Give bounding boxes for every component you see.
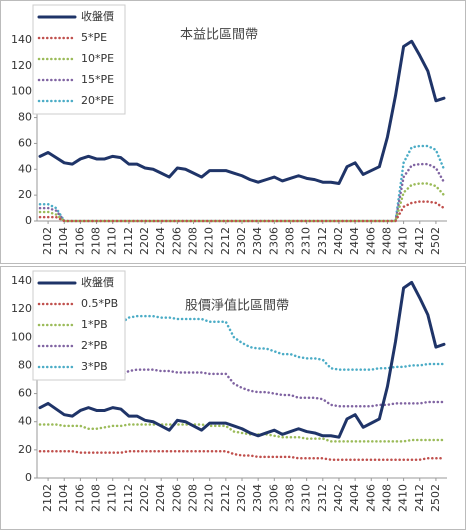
x-tick-label: 2210 bbox=[203, 484, 216, 512]
chart-title: 股價淨值比區間帶 bbox=[185, 298, 289, 314]
y-tick-label: 100 bbox=[11, 85, 32, 98]
legend-label: 3*PB bbox=[81, 360, 108, 373]
series-line bbox=[38, 39, 446, 186]
x-tick-label: 2210 bbox=[203, 227, 216, 255]
x-tick-label: 2404 bbox=[348, 484, 361, 512]
legend-label: 1*PB bbox=[81, 318, 108, 331]
series-line bbox=[38, 280, 446, 439]
x-tick-label: 2410 bbox=[397, 227, 410, 255]
x-tick-label: 2112 bbox=[122, 484, 135, 512]
x-tick-label: 2202 bbox=[138, 484, 151, 512]
x-tick-label: 2106 bbox=[73, 227, 86, 255]
x-tick-label: 2110 bbox=[106, 227, 119, 255]
x-tick-label: 2104 bbox=[57, 227, 70, 255]
x-tick-label: 2408 bbox=[380, 227, 393, 255]
x-tick-label: 2306 bbox=[267, 484, 280, 512]
x-tick-label: 2106 bbox=[73, 484, 86, 512]
legend-label: 收盤價 bbox=[81, 9, 114, 23]
x-tick-label: 2212 bbox=[219, 227, 232, 255]
x-tick-label: 2408 bbox=[380, 484, 393, 512]
legend-label: 2*PB bbox=[81, 339, 108, 352]
x-tick-label: 2110 bbox=[106, 484, 119, 512]
x-tick-label: 2302 bbox=[235, 227, 248, 255]
legend-label: 20*PE bbox=[81, 94, 114, 107]
legend-label: 0.5*PB bbox=[81, 297, 118, 310]
x-tick-label: 2310 bbox=[300, 484, 313, 512]
x-tick-label: 2402 bbox=[332, 484, 345, 512]
x-tick-label: 2202 bbox=[138, 227, 151, 255]
x-tick-label: 2308 bbox=[283, 484, 296, 512]
x-tick-label: 2406 bbox=[364, 484, 377, 512]
x-tick-label: 2304 bbox=[251, 484, 264, 512]
y-tick-label: 120 bbox=[11, 59, 32, 72]
y-tick-label: 20 bbox=[18, 188, 32, 201]
x-tick-label: 2204 bbox=[154, 484, 167, 512]
y-tick-label: 20 bbox=[18, 443, 32, 456]
x-tick-label: 2104 bbox=[57, 484, 70, 512]
series-line bbox=[38, 423, 446, 443]
legend-label: 15*PE bbox=[81, 73, 114, 86]
x-tick-label: 2502 bbox=[429, 484, 442, 512]
x-tick-label: 2208 bbox=[187, 484, 200, 512]
x-tick-label: 2304 bbox=[251, 227, 264, 255]
x-tick-label: 2402 bbox=[332, 227, 345, 255]
x-tick-label: 2108 bbox=[90, 227, 103, 255]
x-tick-label: 2410 bbox=[397, 484, 410, 512]
y-tick-label: 0 bbox=[25, 471, 32, 484]
x-tick-label: 2308 bbox=[283, 227, 296, 255]
x-tick-label: 2412 bbox=[413, 227, 426, 255]
x-tick-label: 2206 bbox=[170, 484, 183, 512]
y-tick-label: 80 bbox=[18, 111, 32, 124]
legend-label: 5*PE bbox=[81, 31, 107, 44]
x-tick-label: 2212 bbox=[219, 484, 232, 512]
y-tick-label: 0 bbox=[25, 214, 32, 227]
x-tick-label: 2108 bbox=[90, 484, 103, 512]
x-tick-label: 2302 bbox=[235, 484, 248, 512]
x-tick-label: 2406 bbox=[364, 227, 377, 255]
x-tick-label: 2312 bbox=[316, 484, 329, 512]
y-tick-label: 60 bbox=[18, 136, 32, 149]
y-tick-label: 120 bbox=[11, 302, 32, 315]
x-tick-label: 2112 bbox=[122, 227, 135, 255]
x-tick-label: 2204 bbox=[154, 227, 167, 255]
x-tick-label: 2312 bbox=[316, 227, 329, 255]
y-tick-label: 40 bbox=[18, 415, 32, 428]
y-tick-label: 100 bbox=[11, 330, 32, 343]
x-tick-label: 2306 bbox=[267, 227, 280, 255]
y-tick-label: 140 bbox=[11, 33, 32, 46]
x-tick-label: 2102 bbox=[41, 227, 54, 255]
x-tick-label: 2206 bbox=[170, 227, 183, 255]
x-tick-label: 2412 bbox=[413, 484, 426, 512]
y-tick-label: 80 bbox=[18, 358, 32, 371]
legend-label: 10*PE bbox=[81, 52, 114, 65]
x-tick-label: 2102 bbox=[41, 484, 54, 512]
y-tick-label: 60 bbox=[18, 387, 32, 400]
chart-title: 本益比區間帶 bbox=[180, 28, 258, 43]
x-tick-label: 2404 bbox=[348, 227, 361, 255]
x-tick-label: 2208 bbox=[187, 227, 200, 255]
y-tick-label: 140 bbox=[11, 274, 32, 287]
legend-label: 收盤價 bbox=[81, 275, 114, 289]
x-tick-label: 2310 bbox=[300, 227, 313, 255]
x-tick-label: 2502 bbox=[429, 227, 442, 255]
series-line bbox=[38, 200, 446, 223]
y-tick-label: 40 bbox=[18, 162, 32, 175]
